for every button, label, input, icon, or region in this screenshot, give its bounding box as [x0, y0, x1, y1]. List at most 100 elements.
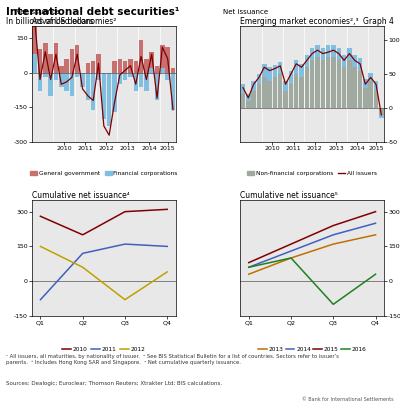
- Bar: [54, 72, 58, 80]
- Bar: [160, 45, 165, 72]
- Bar: [118, 72, 122, 84]
- Bar: [54, 43, 58, 72]
- Bar: [267, 81, 272, 108]
- Bar: [112, 72, 117, 112]
- Bar: [112, 61, 117, 72]
- Bar: [134, 72, 138, 91]
- Bar: [70, 72, 74, 96]
- Text: Cumulative net issuance⁴: Cumulative net issuance⁴: [32, 191, 130, 200]
- Bar: [257, 74, 261, 84]
- Bar: [59, 66, 64, 72]
- Bar: [123, 61, 127, 72]
- Text: In billions of US dollars: In billions of US dollars: [6, 17, 94, 26]
- Text: Graph 4: Graph 4: [363, 17, 394, 26]
- Bar: [363, 79, 368, 87]
- Bar: [43, 72, 48, 77]
- Bar: [368, 72, 373, 81]
- Text: ¹ All issuers, all maturities, by nationality of issuer.  ² See BIS Statistical : ¹ All issuers, all maturities, by nation…: [6, 354, 339, 359]
- Bar: [80, 72, 85, 87]
- Text: © Bank for International Settlements: © Bank for International Settlements: [302, 397, 394, 402]
- Bar: [257, 84, 261, 108]
- Bar: [64, 59, 69, 72]
- Bar: [139, 40, 143, 72]
- Bar: [342, 67, 346, 108]
- Bar: [144, 72, 149, 91]
- Text: International debt securities¹: International debt securities¹: [6, 7, 179, 17]
- Bar: [294, 74, 298, 108]
- Bar: [96, 54, 101, 72]
- Bar: [294, 60, 298, 74]
- Bar: [118, 59, 122, 72]
- Bar: [347, 48, 352, 60]
- Bar: [107, 72, 112, 126]
- Bar: [166, 72, 170, 80]
- Bar: [278, 62, 282, 74]
- Bar: [289, 84, 293, 108]
- Bar: [155, 72, 159, 100]
- Legend: 2010, 2011, 2012: 2010, 2011, 2012: [60, 344, 148, 354]
- Bar: [336, 48, 341, 60]
- Bar: [75, 72, 80, 77]
- Bar: [70, 49, 74, 72]
- Bar: [320, 48, 325, 60]
- Bar: [171, 68, 175, 72]
- Bar: [363, 87, 368, 108]
- Bar: [379, 108, 384, 118]
- Bar: [102, 72, 106, 80]
- Bar: [139, 72, 143, 87]
- Bar: [59, 72, 64, 87]
- Bar: [331, 57, 336, 108]
- Bar: [86, 72, 90, 100]
- Bar: [64, 72, 69, 91]
- Bar: [379, 115, 384, 118]
- Text: Net issuance: Net issuance: [223, 9, 268, 15]
- Bar: [134, 61, 138, 72]
- Bar: [273, 65, 277, 77]
- Bar: [289, 70, 293, 84]
- Bar: [96, 72, 101, 80]
- Bar: [251, 81, 256, 91]
- Bar: [43, 43, 48, 72]
- Bar: [304, 67, 309, 108]
- Bar: [352, 67, 357, 108]
- Bar: [283, 91, 288, 108]
- Bar: [262, 77, 266, 108]
- Bar: [358, 70, 362, 108]
- Legend: Non-financial corporations, All issuers: Non-financial corporations, All issuers: [245, 168, 379, 178]
- Bar: [283, 81, 288, 91]
- Bar: [310, 48, 314, 60]
- Text: Net issuance: Net issuance: [15, 9, 60, 15]
- Text: Sources: Dealogic; Euroclear; Thomson Reuters; Xtrakter Ltd; BIS calculations.: Sources: Dealogic; Euroclear; Thomson Re…: [6, 381, 222, 386]
- Bar: [374, 91, 378, 108]
- Bar: [91, 61, 96, 72]
- Bar: [241, 84, 245, 94]
- Bar: [128, 72, 133, 77]
- Bar: [310, 60, 314, 108]
- Bar: [352, 55, 357, 67]
- Bar: [336, 60, 341, 108]
- Legend: General government, Financial corporations: General government, Financial corporatio…: [28, 168, 180, 178]
- Bar: [299, 64, 304, 77]
- Bar: [299, 77, 304, 108]
- Bar: [160, 68, 165, 72]
- Bar: [304, 55, 309, 67]
- Bar: [262, 64, 266, 77]
- Bar: [246, 94, 250, 101]
- Bar: [171, 72, 175, 110]
- Bar: [368, 81, 373, 108]
- Text: Cumulative net issuance⁵: Cumulative net issuance⁵: [240, 191, 338, 200]
- Bar: [347, 60, 352, 108]
- Bar: [32, 54, 37, 72]
- Bar: [326, 57, 330, 108]
- Bar: [358, 58, 362, 70]
- Bar: [75, 45, 80, 72]
- Bar: [102, 72, 106, 119]
- Bar: [38, 72, 42, 91]
- Bar: [150, 52, 154, 72]
- Bar: [38, 49, 42, 72]
- Bar: [326, 45, 330, 57]
- Bar: [91, 72, 96, 110]
- Bar: [315, 57, 320, 108]
- Bar: [342, 55, 346, 67]
- Bar: [32, 26, 37, 72]
